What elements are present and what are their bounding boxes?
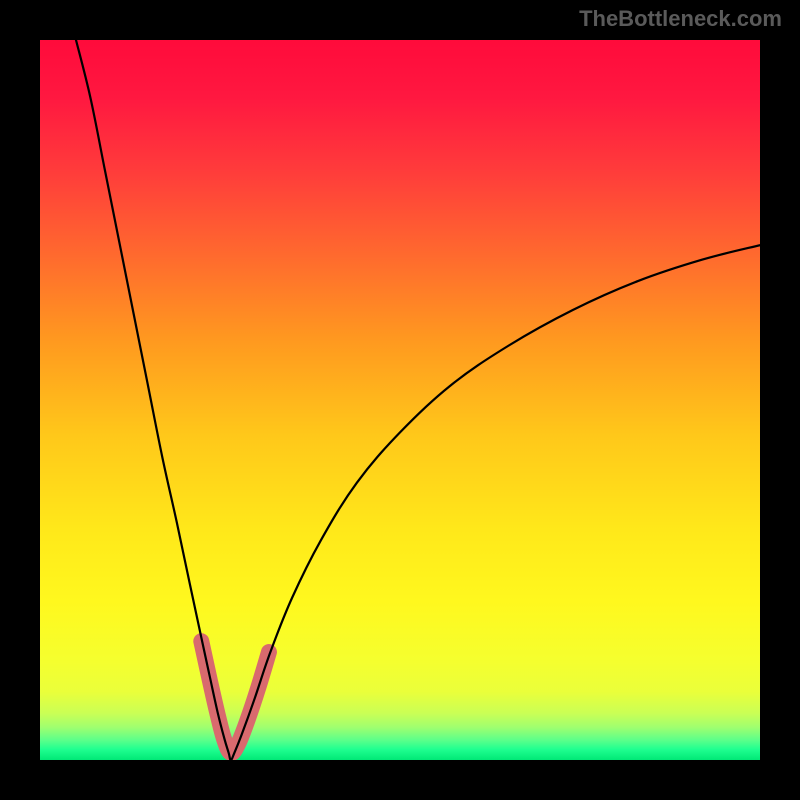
bottleneck-chart — [0, 0, 800, 800]
chart-container: TheBottleneck.com — [0, 0, 800, 800]
watermark-text: TheBottleneck.com — [579, 6, 782, 32]
plot-area-gradient — [40, 40, 760, 760]
